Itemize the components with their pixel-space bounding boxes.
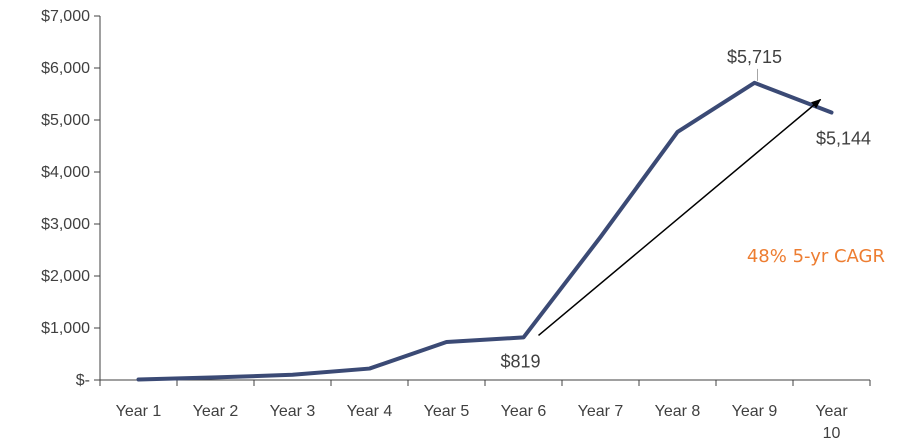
y-tick-label: $2,000 <box>41 268 90 285</box>
y-tick-label: $3,000 <box>41 216 90 233</box>
y-tick-label: $- <box>76 372 90 389</box>
y-tick-label: $1,000 <box>41 320 90 337</box>
y-tick-label: $5,000 <box>41 112 90 129</box>
cagr-arrow <box>538 98 822 336</box>
x-tick-label: Year 6 <box>501 403 547 420</box>
y-tick-label: $4,000 <box>41 164 90 181</box>
x-tick-label: Year <box>815 403 848 420</box>
x-tick-label: Year 7 <box>578 403 624 420</box>
data-label-year6: $819 <box>500 351 540 371</box>
y-tick-label: $6,000 <box>41 60 90 77</box>
data-label-year10: $5,144 <box>816 129 871 149</box>
x-tick-label: Year 8 <box>655 403 701 420</box>
x-tick-label: Year 2 <box>193 403 239 420</box>
x-tick-label: 10 <box>823 425 841 442</box>
x-tick-label: Year 1 <box>116 403 162 420</box>
cagr-annotation: 48% 5-yr CAGR <box>747 246 885 267</box>
series-line <box>136 80 834 382</box>
x-tick-label: Year 4 <box>347 403 393 420</box>
x-tick-label: Year 5 <box>424 403 470 420</box>
data-label-year9: $5,715 <box>727 47 782 67</box>
y-tick-label: $7,000 <box>41 8 90 25</box>
x-tick-label: Year 9 <box>732 403 778 420</box>
x-tick-label: Year 3 <box>270 403 316 420</box>
